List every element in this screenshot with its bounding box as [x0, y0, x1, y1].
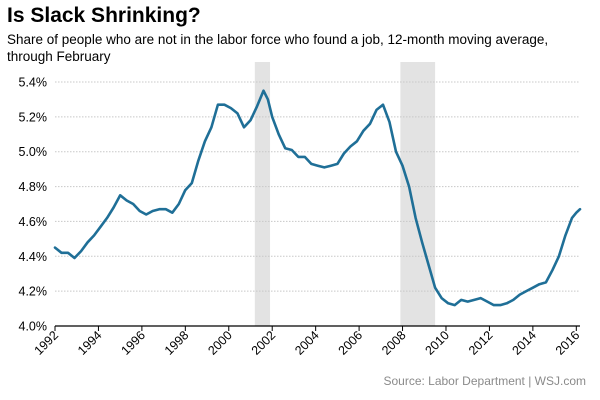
- x-tick-label: 2012: [466, 328, 496, 358]
- y-tick-label: 4.0%: [19, 320, 48, 334]
- recession-band-1: [254, 62, 271, 326]
- chart-title: Is Slack Shrinking?: [7, 4, 201, 27]
- x-tick-label: 2014: [509, 328, 539, 358]
- x-tick-label: 1994: [75, 328, 105, 358]
- x-tick-label: 2006: [336, 328, 366, 358]
- x-tick-label: 2004: [292, 328, 322, 358]
- y-axis-ticks: 4.0% 4.2% 4.4% 4.6% 4.8% 5.0% 5.2% 5.4%: [19, 76, 48, 334]
- x-tick-label: 1996: [118, 328, 148, 358]
- gridlines: [55, 81, 580, 327]
- x-tick-label: 2008: [379, 328, 409, 358]
- series-lines: [53, 89, 582, 307]
- x-tick-label: 2010: [423, 328, 453, 358]
- y-tick-label: 5.2%: [19, 110, 48, 124]
- y-tick-label: 4.2%: [19, 285, 48, 299]
- x-tick-label: 2002: [249, 328, 279, 358]
- chart-subtitle: Share of people who are not in the labor…: [7, 32, 549, 64]
- x-tick-label: 2016: [553, 328, 583, 358]
- x-axis-ticks: 1992 1994 1996 1998 2000 2002 2004 2006 2008 2010…: [32, 326, 583, 358]
- y-tick-label: 4.6%: [19, 215, 48, 229]
- recession-band-2: [400, 62, 436, 326]
- source-note: Source: Labor Department | WSJ.com: [383, 374, 586, 388]
- series-line-1: [53, 89, 582, 307]
- x-tick-label: 2000: [205, 328, 235, 358]
- y-tick-label: 5.0%: [19, 145, 48, 159]
- x-tick-label: 1998: [162, 328, 192, 358]
- recession-shading: [254, 62, 436, 326]
- y-tick-label: 4.8%: [19, 180, 48, 194]
- y-tick-label: 5.4%: [19, 76, 48, 90]
- y-tick-label: 4.4%: [19, 250, 48, 264]
